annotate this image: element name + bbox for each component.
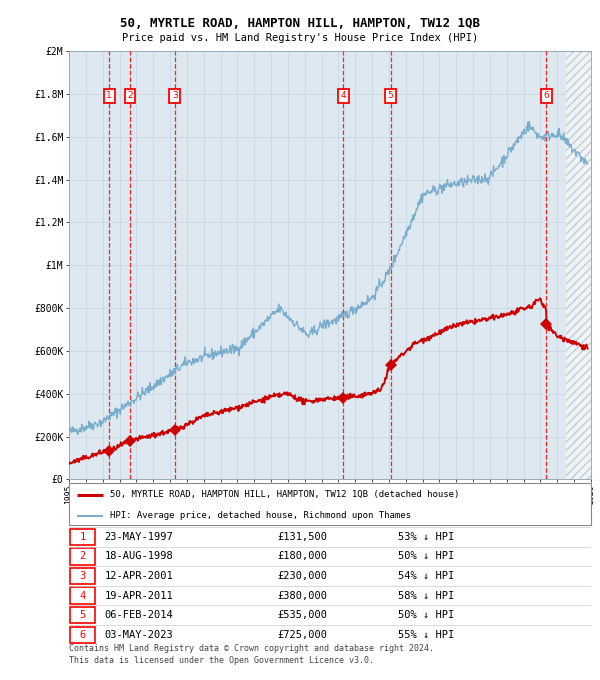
Text: 1: 1 [106, 92, 112, 101]
FancyBboxPatch shape [70, 607, 95, 624]
Text: 18-AUG-1998: 18-AUG-1998 [104, 551, 173, 562]
Text: 5: 5 [388, 92, 394, 101]
FancyBboxPatch shape [70, 528, 95, 545]
Text: 6: 6 [544, 92, 549, 101]
Text: £131,500: £131,500 [278, 532, 328, 542]
Text: 3: 3 [79, 571, 86, 581]
FancyBboxPatch shape [70, 626, 95, 643]
Text: 54% ↓ HPI: 54% ↓ HPI [398, 571, 454, 581]
FancyBboxPatch shape [69, 483, 591, 525]
Bar [566, 51, 591, 479]
Text: 50% ↓ HPI: 50% ↓ HPI [398, 551, 454, 562]
Text: 03-MAY-2023: 03-MAY-2023 [104, 630, 173, 640]
Text: 5: 5 [79, 610, 86, 620]
Text: 12-APR-2001: 12-APR-2001 [104, 571, 173, 581]
Text: 19-APR-2011: 19-APR-2011 [104, 591, 173, 600]
Text: 55% ↓ HPI: 55% ↓ HPI [398, 630, 454, 640]
Text: £535,000: £535,000 [278, 610, 328, 620]
Text: Price paid vs. HM Land Registry's House Price Index (HPI): Price paid vs. HM Land Registry's House … [122, 33, 478, 43]
Text: £725,000: £725,000 [278, 630, 328, 640]
FancyBboxPatch shape [70, 588, 95, 604]
FancyBboxPatch shape [70, 568, 95, 584]
FancyBboxPatch shape [70, 548, 95, 564]
Text: 50% ↓ HPI: 50% ↓ HPI [398, 610, 454, 620]
Text: HPI: Average price, detached house, Richmond upon Thames: HPI: Average price, detached house, Rich… [110, 511, 411, 520]
Text: 58% ↓ HPI: 58% ↓ HPI [398, 591, 454, 600]
Text: 53% ↓ HPI: 53% ↓ HPI [398, 532, 454, 542]
Text: 4: 4 [341, 92, 346, 101]
Text: Contains HM Land Registry data © Crown copyright and database right 2024.: Contains HM Land Registry data © Crown c… [69, 644, 434, 653]
Text: 23-MAY-1997: 23-MAY-1997 [104, 532, 173, 542]
Text: 2: 2 [79, 551, 86, 562]
Text: £380,000: £380,000 [278, 591, 328, 600]
Text: 50, MYRTLE ROAD, HAMPTON HILL, HAMPTON, TW12 1QB: 50, MYRTLE ROAD, HAMPTON HILL, HAMPTON, … [120, 17, 480, 30]
Text: 4: 4 [79, 591, 86, 600]
Text: £180,000: £180,000 [278, 551, 328, 562]
Text: 1: 1 [79, 532, 86, 542]
Text: 2: 2 [127, 92, 133, 101]
Text: 3: 3 [172, 92, 178, 101]
Text: 50, MYRTLE ROAD, HAMPTON HILL, HAMPTON, TW12 1QB (detached house): 50, MYRTLE ROAD, HAMPTON HILL, HAMPTON, … [110, 490, 459, 499]
Text: 06-FEB-2014: 06-FEB-2014 [104, 610, 173, 620]
Text: £230,000: £230,000 [278, 571, 328, 581]
Text: 6: 6 [79, 630, 86, 640]
Text: This data is licensed under the Open Government Licence v3.0.: This data is licensed under the Open Gov… [69, 656, 374, 665]
